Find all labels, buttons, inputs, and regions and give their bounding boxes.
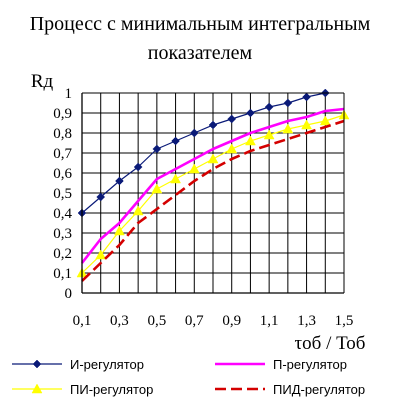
series-2-point	[263, 129, 275, 140]
series-2-point	[188, 163, 200, 174]
legend-label-1: П-регулятор	[273, 357, 347, 372]
y-tick-label: 0,5	[53, 186, 72, 202]
y-tick-label: 0,1	[53, 266, 72, 282]
series-2-point	[95, 249, 107, 260]
series-2-point	[226, 143, 238, 154]
series-0-point	[302, 92, 311, 102]
legend-label-0: И-регулятор	[70, 357, 144, 372]
series-0-point	[96, 192, 106, 202]
legend-swatch-marker-0	[32, 359, 42, 369]
series-0-point	[189, 128, 199, 138]
series-0-point	[227, 114, 237, 124]
y-tick-labels: 0 0,1 0,2 0,3 0,4 0,5 0,6 0,7 0,8 0,9 1	[53, 86, 72, 302]
y-tick-label: 0,9	[53, 106, 72, 122]
x-tick-label: 0,5	[147, 313, 166, 329]
chart-title-line1: Процесс с минимальным интегральным	[30, 13, 371, 35]
series-2-point	[319, 115, 331, 126]
series-0-point	[171, 136, 180, 146]
series-2-point	[207, 153, 219, 164]
series-0-point	[208, 120, 218, 130]
series-0-point	[283, 98, 293, 108]
y-tick-label: 0,2	[53, 246, 72, 262]
x-tick-label: 1,1	[260, 313, 279, 329]
x-tick-labels: 0,1 0,3 0,5 0,7 0,9 1,1 1,3 1,5	[73, 313, 354, 329]
y-tick-label: 0,6	[53, 166, 72, 182]
legend-label-2: ПИ-регулятор	[70, 382, 153, 397]
x-tick-label: 0,3	[110, 313, 129, 329]
series-2-point	[301, 119, 312, 130]
series-2-point	[114, 225, 125, 236]
series-0-point	[152, 144, 162, 154]
y-axis-label: Rд	[31, 71, 54, 92]
y-tick-label: 0,8	[53, 126, 72, 142]
series-line-1	[80, 107, 345, 264]
series-0-point	[246, 108, 255, 118]
series-2-point	[170, 173, 181, 184]
y-tick-label: 1	[65, 86, 73, 102]
y-tick-label: 0	[65, 286, 73, 302]
series-2-point	[282, 123, 294, 134]
series-0-point	[264, 102, 274, 112]
series-0-point	[133, 162, 143, 172]
y-tick-label: 0,7	[53, 146, 72, 162]
x-tick-label: 0,1	[73, 313, 92, 329]
axes	[81, 92, 345, 294]
legend-label-3: ПИД-регулятор	[273, 382, 365, 397]
series-2-point	[245, 135, 256, 146]
x-tick-label: 0,7	[185, 313, 204, 329]
legend: И-регулятор П-регулятор ПИ-регулятор ПИД-ре…	[12, 357, 365, 397]
y-tick-label: 0,3	[53, 226, 72, 242]
y-tick-label: 0,4	[53, 206, 72, 222]
x-tick-label: 0,9	[222, 313, 241, 329]
x-tick-label: 1,5	[335, 313, 354, 329]
series-0-point	[115, 176, 124, 186]
series-2-point	[151, 183, 163, 194]
x-tick-label: 1,3	[297, 313, 316, 329]
series-2-point	[132, 205, 144, 216]
x-axis-label: τоб / Тоб	[295, 333, 366, 354]
series-layer	[76, 88, 350, 282]
chart-title-line2: показателем	[148, 42, 253, 64]
legend-swatch-marker-2	[31, 383, 43, 394]
